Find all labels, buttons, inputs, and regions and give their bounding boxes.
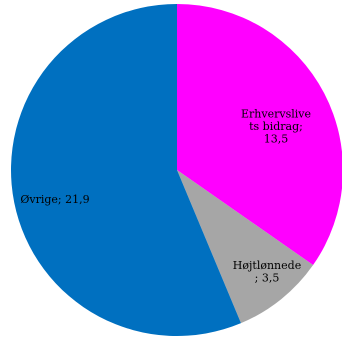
pie-slice-2	[10, 4, 241, 336]
pie-slice-label-line: Højtlønnede	[233, 259, 301, 272]
pie-slice-label-1: Højtlønnede; 3,5	[233, 259, 301, 285]
pie-slices	[10, 4, 342, 336]
pie-slice-label-line: 13,5	[264, 133, 289, 146]
pie-labels: Erhvervslive ts bidrag; 13,5 Højtlønnede; 3…	[20, 108, 311, 285]
pie-slice-label-line: Erhvervslive	[241, 108, 311, 121]
pie-slice-0	[177, 4, 342, 266]
pie-slice-label-line: ts bidrag;	[249, 120, 303, 133]
pie-slice-1	[177, 170, 314, 324]
pie-slice-label-line: Øvrige; 21,9	[20, 193, 89, 206]
pie-slice-label-line: ; 3,5	[255, 271, 280, 284]
pie-slice-label-0: Erhvervslive ts bidrag; 13,5	[241, 108, 311, 146]
pie-slice-label-2: Øvrige; 21,9	[20, 193, 89, 206]
